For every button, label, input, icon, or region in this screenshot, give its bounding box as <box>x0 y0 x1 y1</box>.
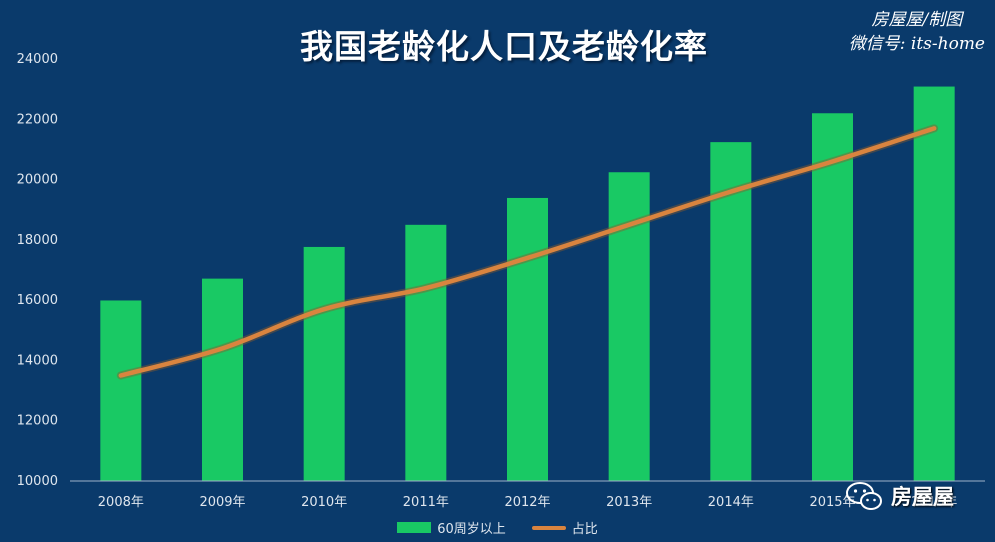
x-tick-label: 2015年 <box>809 495 855 510</box>
x-tick-label: 2010年 <box>301 495 347 510</box>
bar <box>303 246 345 481</box>
line-series <box>116 124 939 380</box>
chart-title: 我国老龄化人口及老龄化率 <box>300 27 708 66</box>
x-tick-label: 2009年 <box>199 495 245 510</box>
x-tick-label: 2008年 <box>98 495 144 510</box>
x-axis: 2008年 2009年 2010年 2011年 2012年 2013年 2014年 2015年… <box>70 480 985 510</box>
wechat-icon <box>845 480 885 512</box>
bar <box>202 278 243 481</box>
y-tick-label: 22000 <box>17 112 58 127</box>
y-tick-label: 20000 <box>17 173 58 188</box>
y-tick-label: 18000 <box>17 233 58 248</box>
legend-item-bar: 60周岁以上 <box>397 518 506 537</box>
watermark: 房屋屋 <box>845 480 954 512</box>
x-tick-label: 2011年 <box>403 495 449 510</box>
brand-line-1: 房屋屋/制图 <box>871 10 963 30</box>
y-tick-label: 24000 <box>17 52 58 67</box>
legend-swatch-bar <box>397 522 432 533</box>
legend-label-bar: 60周岁以上 <box>437 522 506 537</box>
bar <box>710 142 752 481</box>
y-tick-label: 12000 <box>17 414 58 429</box>
bar-series <box>100 86 955 482</box>
watermark-text: 房屋屋 <box>891 485 954 509</box>
x-tick-label: 2014年 <box>708 495 754 510</box>
y-axis: 10000 12000 14000 16000 18000 20000 22000 24000 <box>17 52 58 489</box>
x-tick-label: 2012年 <box>504 495 550 510</box>
legend-item-line: 占比 <box>531 518 598 537</box>
bar <box>100 300 142 481</box>
brand-line-2: 微信号: its-home <box>848 34 985 54</box>
bar <box>812 113 853 481</box>
bar <box>913 86 955 481</box>
y-tick-label: 14000 <box>17 353 58 368</box>
chart-legend: 60周岁以上 占比 <box>0 518 995 537</box>
x-tick-label: 2016年 <box>911 495 957 510</box>
x-tick-label: 2013年 <box>606 495 652 510</box>
bar <box>405 224 447 481</box>
brand-credit: 房屋屋/制图 微信号: its-home <box>849 8 985 56</box>
y-tick-label: 16000 <box>17 293 58 308</box>
legend-swatch-line <box>531 525 566 530</box>
bar <box>507 197 548 482</box>
legend-label-line: 占比 <box>571 522 598 537</box>
y-tick-label: 10000 <box>17 474 58 489</box>
